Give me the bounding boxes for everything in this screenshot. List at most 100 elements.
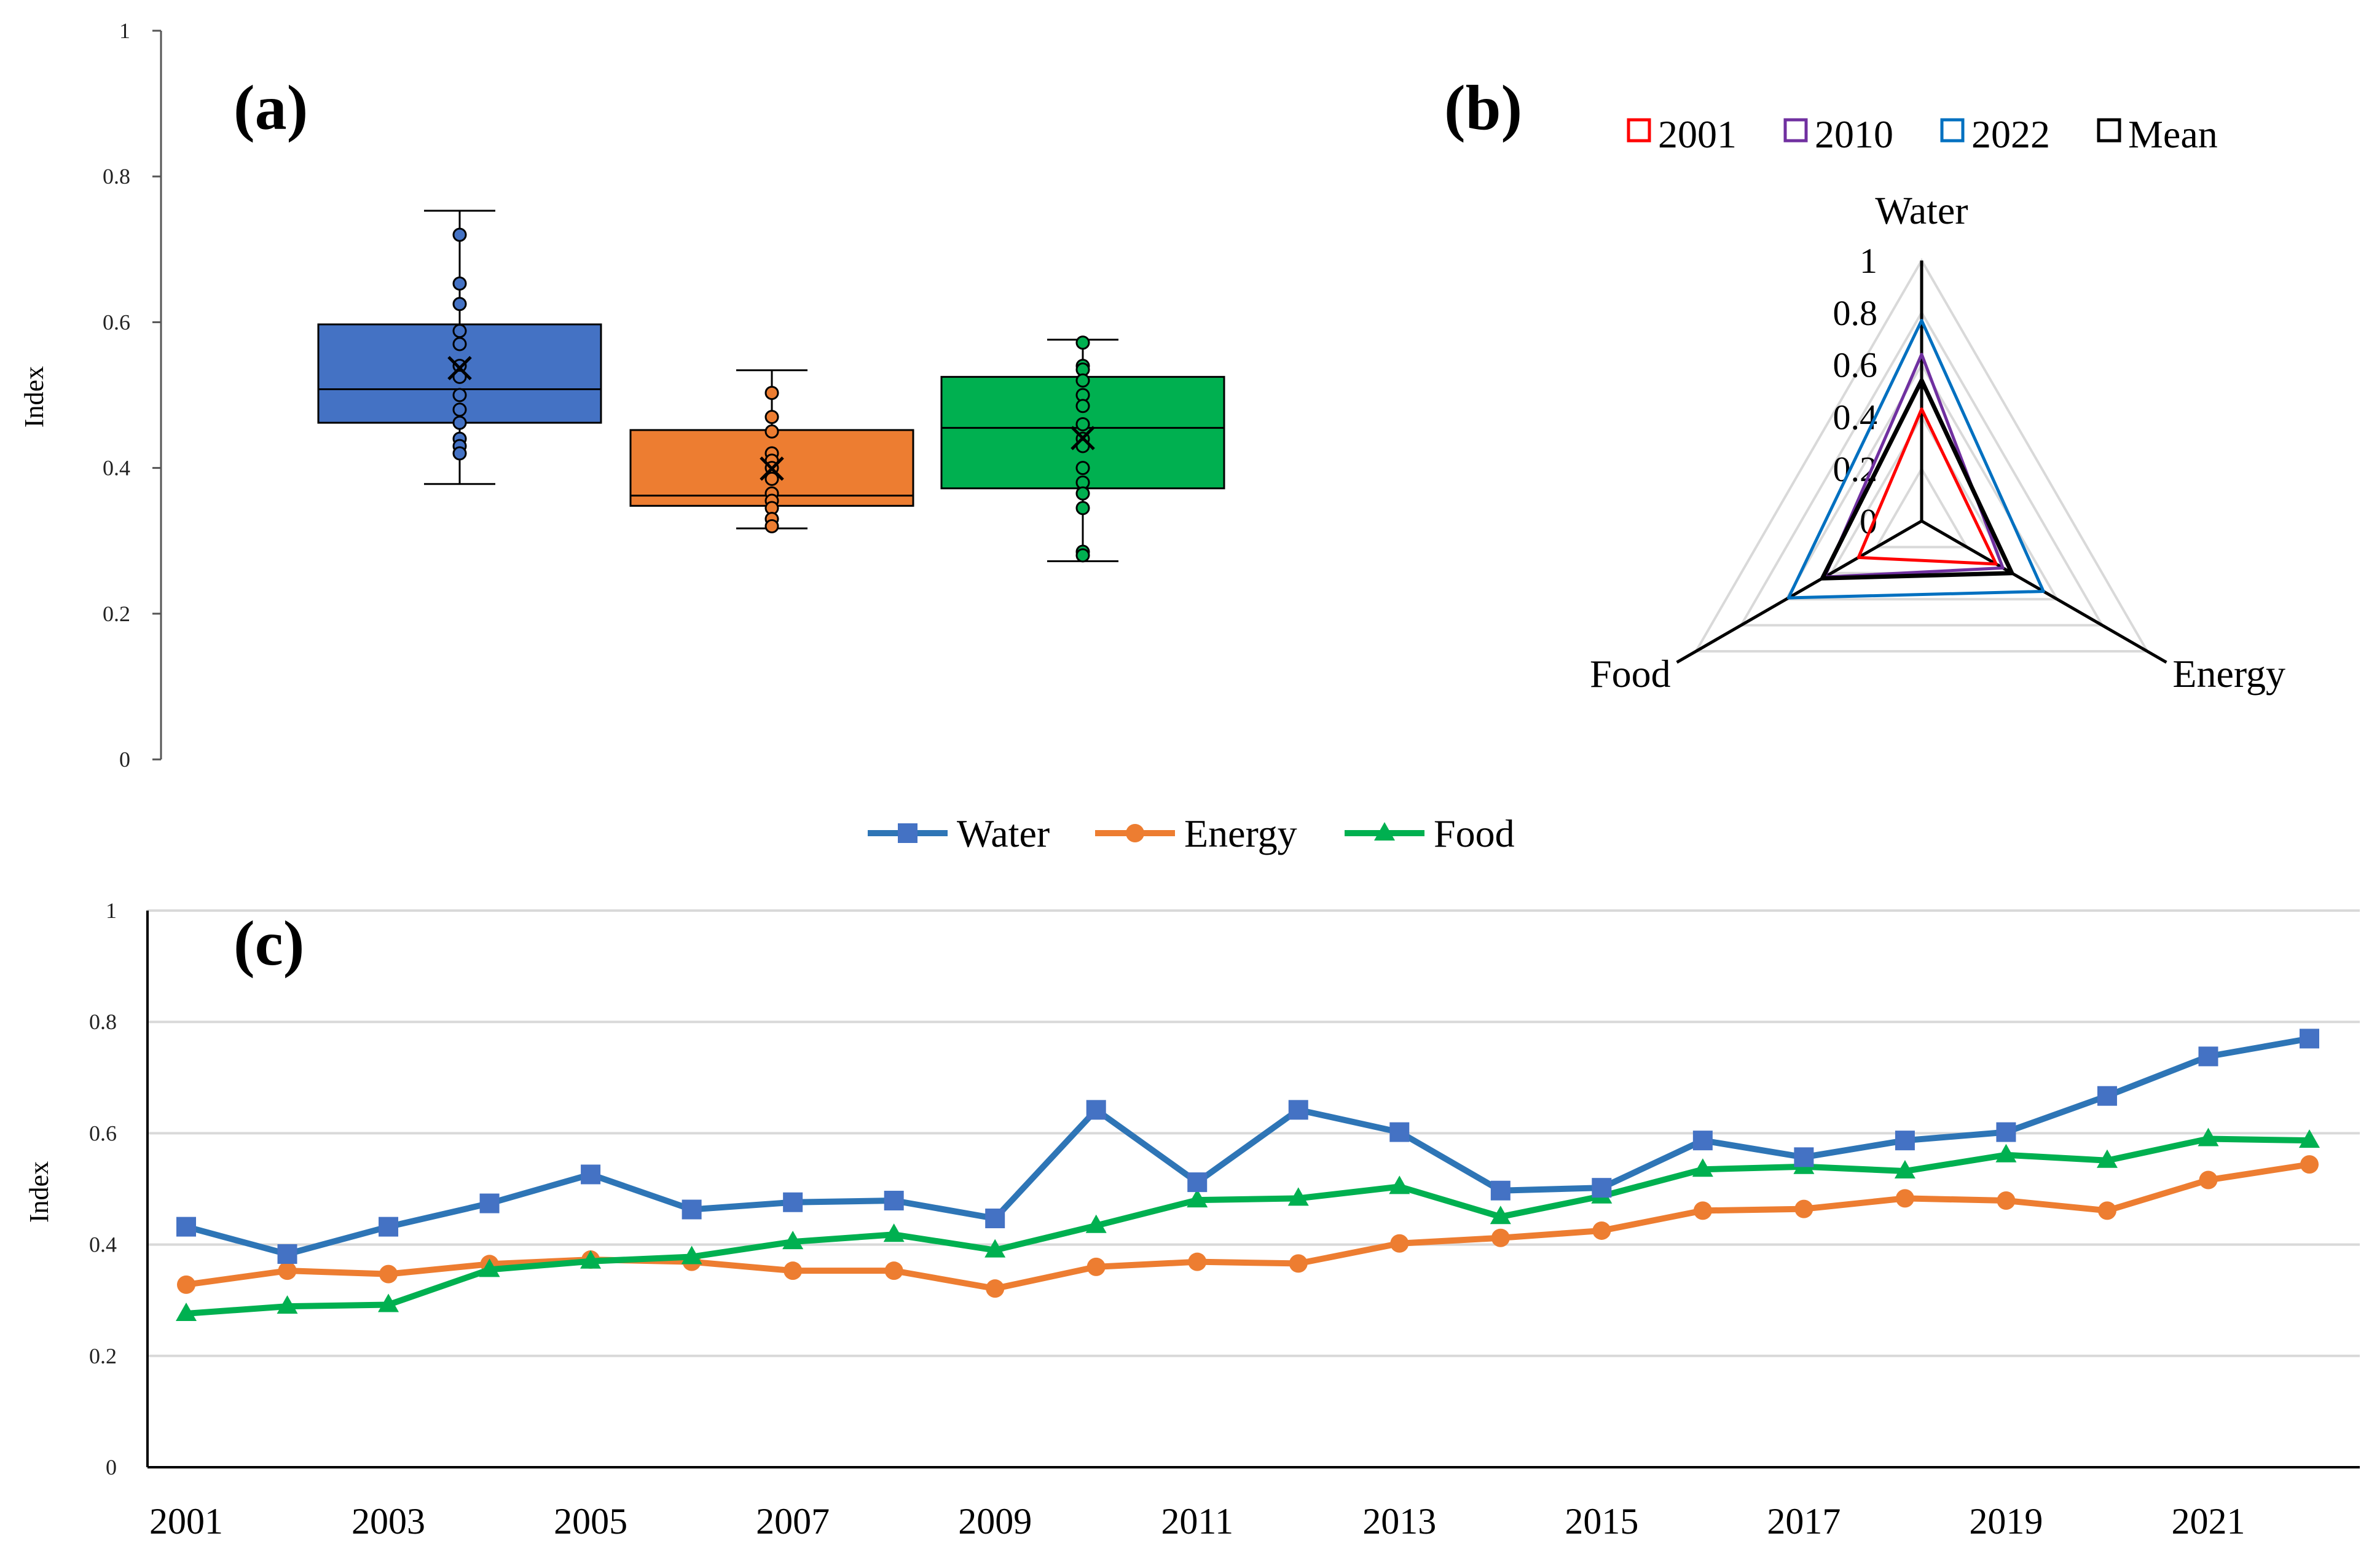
water-point bbox=[2300, 1029, 2319, 1049]
energy-point bbox=[1592, 1221, 1611, 1240]
energy-point bbox=[784, 1261, 803, 1280]
panel-a-y-tick-label: 0 bbox=[119, 747, 130, 772]
legend-label-water: Water bbox=[957, 812, 1050, 855]
panel-c-x-tick-label: 2005 bbox=[554, 1501, 627, 1542]
legend-label-2001: 2001 bbox=[1658, 112, 1737, 156]
panel-a-y-tick-label: 1 bbox=[119, 18, 130, 43]
radar-axis-tick-label: 0.6 bbox=[1833, 345, 1878, 385]
legend-label-2010: 2010 bbox=[1815, 112, 1893, 156]
food-data-point bbox=[1075, 501, 1090, 515]
radar-axis-label-food: Food bbox=[1590, 652, 1671, 696]
water-point bbox=[1895, 1131, 1915, 1151]
energy-point bbox=[1997, 1191, 2016, 1210]
radar-axis-tick-label: 0.4 bbox=[1833, 397, 1878, 437]
panel-a-y-tick-label: 0.6 bbox=[103, 310, 130, 334]
water-data-point bbox=[452, 415, 467, 430]
food-mean-marker bbox=[1071, 426, 1095, 450]
panel-c-x-tick-label: 2015 bbox=[1565, 1501, 1638, 1542]
food-data-point bbox=[1075, 335, 1090, 350]
food-point bbox=[1085, 1214, 1107, 1233]
water-point bbox=[1794, 1147, 1814, 1167]
panel-c-y-tick-label: 0 bbox=[106, 1455, 117, 1480]
food-point bbox=[378, 1293, 399, 1312]
series-line-energy bbox=[186, 1161, 2310, 1292]
food-point bbox=[782, 1231, 804, 1250]
panel-a-y-tick-label: 0.2 bbox=[103, 602, 130, 626]
panel-a-y-tick-label: 0.8 bbox=[103, 164, 130, 189]
food-point bbox=[1692, 1158, 1713, 1177]
energy-data-point bbox=[764, 519, 779, 533]
radar-axis-label-water: Water bbox=[1875, 189, 1968, 232]
energy-point bbox=[2300, 1155, 2319, 1174]
legend-marker-2001 bbox=[1627, 118, 1651, 143]
energy-point bbox=[1289, 1254, 1308, 1273]
radar-gridline bbox=[1694, 258, 2150, 653]
energy-data-point bbox=[764, 410, 779, 425]
legend-marker-2022 bbox=[1940, 118, 1965, 143]
energy-point bbox=[2199, 1170, 2218, 1190]
food-point bbox=[681, 1245, 702, 1264]
water-point bbox=[1996, 1122, 2016, 1142]
water-data-point bbox=[452, 388, 467, 402]
food-point bbox=[2096, 1149, 2118, 1168]
water-point bbox=[1086, 1100, 1106, 1120]
radar-series-mean bbox=[1820, 378, 2014, 581]
legend-marker-food bbox=[1374, 822, 1395, 841]
water-data-point bbox=[452, 369, 467, 384]
water-point bbox=[2097, 1086, 2117, 1106]
food-point bbox=[2299, 1129, 2320, 1148]
food-point bbox=[2198, 1127, 2219, 1147]
food-point bbox=[984, 1239, 1006, 1258]
water-data-point bbox=[452, 227, 467, 242]
panel-c-y-tick-label: 0.6 bbox=[89, 1121, 117, 1145]
food-point bbox=[1995, 1143, 2017, 1162]
water-point bbox=[1288, 1100, 1308, 1120]
energy-point bbox=[177, 1275, 195, 1294]
panel-b-radar-chart: (b) 2001 2010 2022 Mean 00.20.40.60.81Water… bbox=[1444, 73, 2285, 696]
radar-gridline bbox=[1739, 310, 2105, 627]
water-data-point bbox=[452, 297, 467, 312]
energy-point bbox=[1390, 1234, 1409, 1253]
radar-axis-label-energy: Energy bbox=[2172, 652, 2285, 696]
panel-b-label: (b) bbox=[1444, 73, 1522, 143]
legend-label-food: Food bbox=[1434, 812, 1515, 855]
food-data-point bbox=[1075, 399, 1090, 414]
energy-point bbox=[1188, 1252, 1207, 1271]
panel-c-line-chart: (c) Index Water Energy Food 0 0.2 0.4 0.6 0.8 1… bbox=[24, 812, 2360, 1542]
water-point bbox=[1592, 1178, 1612, 1198]
food-data-point bbox=[1075, 417, 1090, 431]
panel-a-box-plot: (a) Index 0 0.2 0.4 0.6 0.8 1 bbox=[19, 18, 1225, 772]
water-point bbox=[1187, 1172, 1208, 1193]
food-point bbox=[1287, 1187, 1309, 1206]
energy-point bbox=[278, 1261, 297, 1280]
legend-label-2022: 2022 bbox=[1971, 112, 2050, 156]
water-point bbox=[176, 1217, 196, 1237]
legend-marker-mean bbox=[2097, 118, 2121, 143]
radar-series-2022 bbox=[1786, 319, 2045, 600]
water-point bbox=[2198, 1046, 2218, 1067]
water-point bbox=[479, 1193, 500, 1213]
energy-point bbox=[1794, 1199, 1813, 1218]
food-point bbox=[479, 1258, 500, 1277]
energy-data-point bbox=[764, 385, 779, 400]
panel-c-y-tick-label: 0.8 bbox=[89, 1009, 117, 1034]
panel-c-x-tick-label: 2009 bbox=[958, 1501, 1032, 1542]
panel-c-x-tick-label: 2007 bbox=[756, 1501, 830, 1542]
series-line-food bbox=[186, 1135, 2310, 1317]
food-point bbox=[1187, 1189, 1208, 1208]
panel-c-y-tick-label: 1 bbox=[106, 898, 117, 923]
water-data-point bbox=[452, 402, 467, 417]
energy-point bbox=[379, 1264, 398, 1284]
panel-a-y-tick-label: 0.4 bbox=[103, 456, 130, 480]
panel-c-x-tick-label: 2003 bbox=[352, 1501, 425, 1542]
panel-a-label: (a) bbox=[234, 73, 308, 143]
water-point bbox=[783, 1192, 803, 1212]
energy-point bbox=[1693, 1201, 1712, 1220]
energy-point bbox=[884, 1261, 903, 1280]
water-point bbox=[1490, 1180, 1511, 1201]
energy-point bbox=[1086, 1257, 1106, 1276]
food-point bbox=[1389, 1175, 1410, 1194]
energy-data-point bbox=[764, 471, 779, 486]
water-point bbox=[1389, 1122, 1410, 1142]
